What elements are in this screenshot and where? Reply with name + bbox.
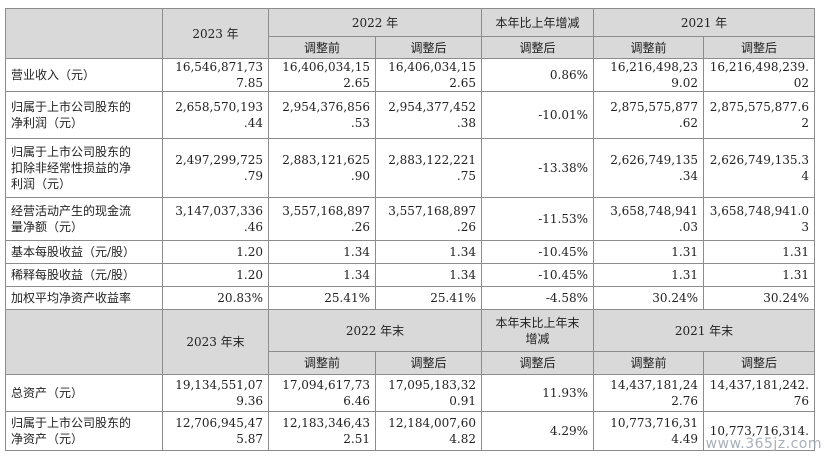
row-label: 经营活动产生的现金流 量净额（元） (5, 197, 163, 241)
value-change: 11.93% (481, 374, 594, 412)
value-2021-before: 16,216,498,23 9.02 (593, 58, 704, 92)
value-2021-before: 1.31 (593, 263, 704, 287)
subheader-2021-after: 调整后 (703, 36, 815, 59)
value-2022-before: 1.34 (268, 240, 376, 264)
value-2021-before: 2,626,749,135 .34 (593, 138, 704, 198)
value-2023: 1.20 (162, 240, 269, 264)
subheader-change-after: 调整后 (481, 36, 594, 59)
financial-table: 2023 年 2022 年 本年比上年增减 2021 年 调整前 调整后 调整后… (5, 8, 815, 451)
table-row: 基本每股收益（元/股） 1.20 1.34 1.34 -10.45% 1.31 … (5, 240, 815, 264)
row-label: 稀释每股收益（元/股） (5, 263, 163, 287)
header-row: 2023 年 2022 年 本年比上年增减 2021 年 (5, 8, 815, 59)
subheader-change-after: 调整后 (481, 351, 594, 375)
value-2021-before: 14,437,181,24 2.76 (593, 374, 704, 412)
value-2021-after: 16,216,498,239. 02 (703, 58, 815, 92)
value-2021-before: 30.24% (593, 286, 704, 310)
value-change: -10.45% (481, 263, 594, 287)
value-2023: 19,134,551,07 9.36 (162, 374, 269, 412)
table-row: 经营活动产生的现金流 量净额（元） 3,147,037,336 .46 3,55… (5, 197, 815, 241)
value-2022-before: 17,094,617,73 6.46 (268, 374, 376, 412)
subheader-row: 调整前 调整后 调整后 调整前 调整后 (6, 351, 815, 375)
header-change-end: 本年末比上年末 增减 (481, 309, 594, 352)
table-row: 归属于上市公司股东的 净利润（元） 2,658,570,193 .44 2,95… (5, 91, 815, 139)
row-label: 基本每股收益（元/股） (5, 240, 163, 264)
value-change: 0.86% (481, 58, 594, 92)
header-2022: 2022 年 (268, 8, 482, 37)
subheader-2021-after: 调整后 (703, 351, 815, 375)
value-2023: 2,497,299,725 .79 (162, 138, 269, 198)
row-label: 归属于上市公司股东的 净利润（元） (5, 91, 163, 139)
value-2022-after: 1.34 (375, 263, 482, 287)
value-2022-before: 25.41% (268, 286, 376, 310)
value-2021-after: 30.24% (703, 286, 815, 310)
row-label: 加权平均净资产收益率 (5, 286, 163, 310)
value-2021-before: 1.31 (593, 240, 704, 264)
value-change: -10.45% (481, 240, 594, 264)
header-change: 本年比上年增减 (481, 8, 594, 37)
value-2022-after: 12,184,007,60 4.82 (375, 411, 482, 451)
table-row: 归属于上市公司股东的 净资产（元） 12,706,945,47 5.87 12,… (5, 411, 815, 451)
subheader-row: 调整前 调整后 调整后 调整前 调整后 (6, 36, 815, 59)
header-2022-end: 2022 年末 (268, 309, 482, 352)
value-2023: 3,147,037,336 .46 (162, 197, 269, 241)
value-2022-after: 25.41% (375, 286, 482, 310)
table-row: 总资产（元） 19,134,551,07 9.36 17,094,617,73 … (5, 374, 815, 412)
value-2022-before: 12,183,346,43 2.51 (268, 411, 376, 451)
row-label: 归属于上市公司股东的 扣除非经常性损益的净 利润（元） (5, 138, 163, 198)
value-2023: 1.20 (162, 263, 269, 287)
value-2022-after: 16,406,034,15 2.65 (375, 58, 482, 92)
value-2021-after: 3,658,748,941.0 3 (703, 197, 815, 241)
table-row: 归属于上市公司股东的 扣除非经常性损益的净 利润（元） 2,497,299,72… (5, 138, 815, 198)
header-2021: 2021 年 (593, 8, 815, 37)
subheader-2022-before: 调整前 (268, 351, 376, 375)
row-label: 归属于上市公司股东的 净资产（元） (5, 411, 163, 451)
value-2021-after: 1.31 (703, 240, 815, 264)
header-blank-cell (5, 309, 163, 375)
value-change: -11.53% (481, 197, 594, 241)
value-2022-before: 3,557,168,897 .26 (268, 197, 376, 241)
table-row: 加权平均净资产收益率 20.83% 25.41% 25.41% -4.58% 3… (5, 286, 815, 310)
subheader-2022-before: 调整前 (268, 36, 376, 59)
header-row: 2023 年末 2022 年末 本年末比上年末 增减 2021 年末 (5, 309, 815, 375)
value-2023: 2,658,570,193 .44 (162, 91, 269, 139)
value-2022-after: 3,557,168,897 .26 (375, 197, 482, 241)
row-label: 营业收入（元） (5, 58, 163, 92)
subheader-2021-before: 调整前 (593, 351, 704, 375)
row-label: 总资产（元） (5, 374, 163, 412)
value-2022-after: 17,095,183,32 0.91 (375, 374, 482, 412)
header-blank-cell (5, 8, 163, 59)
value-2022-after: 2,954,377,452 .38 (375, 91, 482, 139)
value-2022-after: 2,883,122,221 .75 (375, 138, 482, 198)
value-change: -13.38% (481, 138, 594, 198)
subheader-2021-before: 调整前 (593, 36, 704, 59)
value-change: 4.29% (481, 411, 594, 451)
value-2023: 12,706,945,47 5.87 (162, 411, 269, 451)
value-2021-before: 3,658,748,941 .03 (593, 197, 704, 241)
table-row: 营业收入（元） 16,546,871,73 7.85 16,406,034,15… (5, 58, 815, 92)
value-2022-before: 16,406,034,15 2.65 (268, 58, 376, 92)
value-2021-after: 1.31 (703, 263, 815, 287)
value-2021-after: 2,875,575,877.6 2 (703, 91, 815, 139)
value-2023: 16,546,871,73 7.85 (162, 58, 269, 92)
header-2023: 2023 年 (162, 8, 269, 59)
subheader-2022-after: 调整后 (375, 36, 482, 59)
site-watermark: www.365jz.com (705, 436, 822, 452)
financial-summary: 2023 年 2022 年 本年比上年增减 2021 年 调整前 调整后 调整后… (5, 8, 815, 451)
value-2022-before: 2,883,121,625 .90 (268, 138, 376, 198)
value-change: -4.58% (481, 286, 594, 310)
value-2022-before: 1.34 (268, 263, 376, 287)
value-2022-before: 2,954,376,856 .53 (268, 91, 376, 139)
table-row: 稀释每股收益（元/股） 1.20 1.34 1.34 -10.45% 1.31 … (5, 263, 815, 287)
value-2021-before: 10,773,716,31 4.49 (593, 411, 704, 451)
value-2021-after: 2,626,749,135.3 4 (703, 138, 815, 198)
value-change: -10.01% (481, 91, 594, 139)
value-2021-after: 10,773,716,314. (703, 411, 815, 451)
value-2021-before: 2,875,575,877 .62 (593, 91, 704, 139)
header-2023-end: 2023 年末 (162, 309, 269, 375)
subheader-2022-after: 调整后 (375, 351, 482, 375)
value-2023: 20.83% (162, 286, 269, 310)
header-2021-end: 2021 年末 (593, 309, 815, 352)
value-2022-after: 1.34 (375, 240, 482, 264)
value-2021-after: 14,437,181,242. 76 (703, 374, 815, 412)
